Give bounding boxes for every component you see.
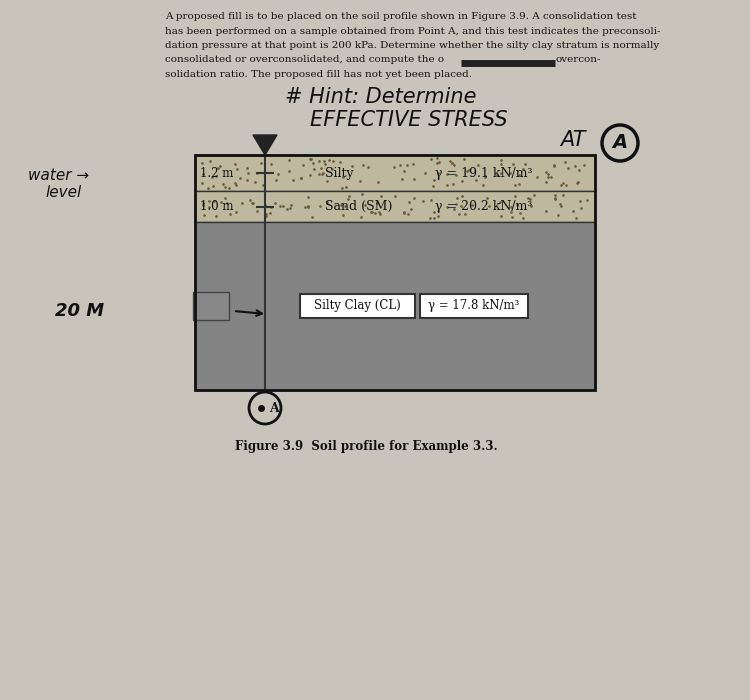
Text: overcon-: overcon-	[555, 55, 601, 64]
Text: water →: water →	[28, 168, 89, 183]
Text: Figure 3.9  Soil profile for Example 3.3.: Figure 3.9 Soil profile for Example 3.3.	[235, 440, 498, 453]
Text: dation pressure at that point is 200 kPa. Determine whether the silty clay strat: dation pressure at that point is 200 kPa…	[165, 41, 659, 50]
Text: level: level	[45, 185, 81, 200]
Text: 1.2 m: 1.2 m	[200, 167, 233, 180]
Bar	[195, 155, 595, 390]
Text: solidation ratio. The proposed fill has not yet been placed.: solidation ratio. The proposed fill has …	[165, 70, 472, 79]
Bar	[195, 222, 595, 390]
Text: Sand (SM): Sand (SM)	[325, 200, 392, 214]
Text: AT: AT	[560, 130, 586, 150]
Bar	[420, 294, 528, 318]
Text: A proposed fill is to be placed on the soil profile shown in Figure 3.9. A conso: A proposed fill is to be placed on the s…	[165, 12, 637, 21]
Text: γ = 17.8 kN/m³: γ = 17.8 kN/m³	[428, 300, 520, 312]
Bar	[300, 294, 415, 318]
Bar	[195, 191, 595, 222]
Bar	[195, 155, 595, 191]
Text: γ = 19.1 kN/m³: γ = 19.1 kN/m³	[435, 167, 532, 180]
Text: consolidated or overconsolidated, and compute the o: consolidated or overconsolidated, and co…	[165, 55, 444, 64]
Bar	[193, 292, 229, 320]
Text: A: A	[269, 402, 279, 414]
Text: 20 M: 20 M	[55, 302, 104, 320]
Text: A: A	[613, 134, 628, 153]
Text: γ = 20.2 kN/m³: γ = 20.2 kN/m³	[435, 200, 532, 214]
Text: # Hint: Determine: # Hint: Determine	[285, 87, 476, 107]
Text: Silty: Silty	[325, 167, 354, 180]
Text: has been performed on a sample obtained from Point A, and this test indicates th: has been performed on a sample obtained …	[165, 27, 661, 36]
Text: EFFECTIVE STRESS: EFFECTIVE STRESS	[310, 110, 508, 130]
Text: 1.0 m: 1.0 m	[200, 200, 233, 214]
Polygon shape	[253, 135, 277, 155]
Text: Silty Clay (CL): Silty Clay (CL)	[314, 300, 400, 312]
